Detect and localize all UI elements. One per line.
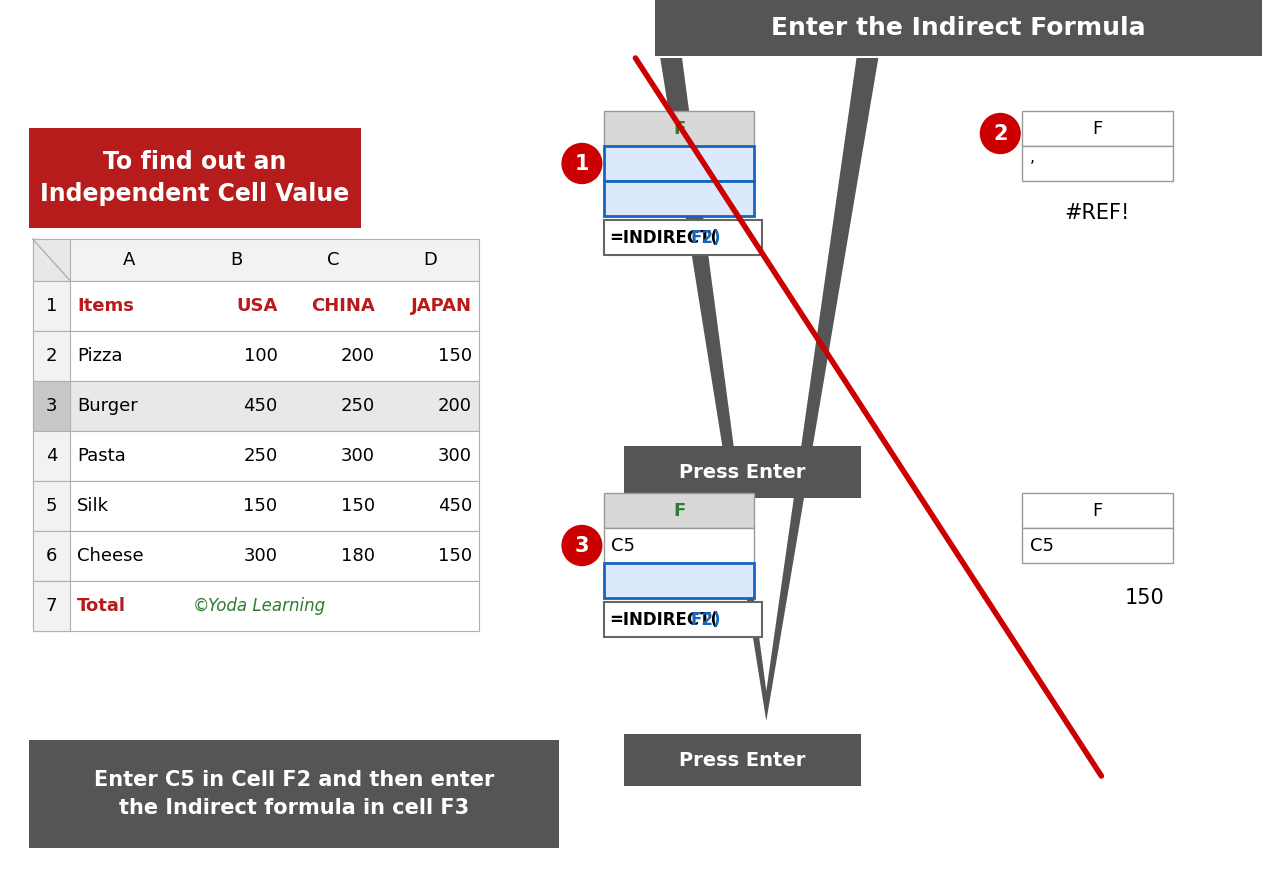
Text: Press Enter: Press Enter bbox=[679, 462, 805, 481]
Text: Items: Items bbox=[77, 297, 134, 315]
Bar bbox=[29, 128, 361, 228]
Bar bbox=[33, 381, 71, 431]
Bar bbox=[603, 493, 755, 528]
Bar bbox=[623, 446, 862, 498]
Bar bbox=[1022, 493, 1172, 528]
Text: ©: © bbox=[192, 597, 208, 615]
Bar bbox=[1022, 528, 1172, 563]
Text: 2: 2 bbox=[45, 347, 57, 365]
Text: F: F bbox=[1093, 502, 1103, 520]
Bar bbox=[29, 740, 559, 848]
Text: 5: 5 bbox=[45, 497, 57, 515]
Circle shape bbox=[562, 143, 602, 184]
Bar bbox=[33, 281, 478, 331]
Text: F: F bbox=[1093, 119, 1103, 137]
Text: F2): F2) bbox=[692, 610, 722, 628]
Text: 200: 200 bbox=[438, 397, 472, 415]
Text: 300: 300 bbox=[244, 547, 278, 565]
Bar bbox=[655, 0, 1262, 56]
Text: #REF!: #REF! bbox=[1065, 203, 1129, 223]
Bar bbox=[33, 531, 478, 581]
Text: Cheese: Cheese bbox=[77, 547, 144, 565]
Text: Pasta: Pasta bbox=[77, 447, 126, 465]
Text: Enter C5 in Cell F2 and then enter
the Indirect formula in cell F3: Enter C5 in Cell F2 and then enter the I… bbox=[93, 770, 495, 818]
Bar bbox=[33, 431, 71, 481]
Text: =INDIRECT(: =INDIRECT( bbox=[610, 610, 718, 628]
Bar bbox=[33, 239, 478, 281]
Text: 3: 3 bbox=[574, 536, 589, 556]
Text: 150: 150 bbox=[341, 497, 375, 515]
Bar bbox=[623, 734, 862, 786]
Bar bbox=[603, 602, 762, 637]
Text: 7: 7 bbox=[45, 597, 57, 615]
Text: 150: 150 bbox=[438, 347, 472, 365]
Text: 150: 150 bbox=[244, 497, 278, 515]
Bar bbox=[603, 220, 762, 255]
Text: 150: 150 bbox=[438, 547, 472, 565]
Text: 200: 200 bbox=[341, 347, 375, 365]
Bar bbox=[1022, 146, 1172, 181]
Text: Press Enter: Press Enter bbox=[679, 751, 805, 770]
Text: C5: C5 bbox=[611, 537, 635, 555]
Text: USA: USA bbox=[236, 297, 278, 315]
Bar bbox=[33, 239, 71, 281]
Text: C5: C5 bbox=[1030, 537, 1054, 555]
Text: F: F bbox=[673, 502, 685, 520]
Text: JAPAN: JAPAN bbox=[411, 297, 472, 315]
Bar bbox=[33, 331, 478, 381]
Text: To find out an
Independent Cell Value: To find out an Independent Cell Value bbox=[40, 151, 350, 206]
Text: 1: 1 bbox=[45, 297, 57, 315]
Text: Pizza: Pizza bbox=[77, 347, 122, 365]
Bar bbox=[1022, 111, 1172, 146]
Bar bbox=[33, 431, 478, 481]
Text: 4: 4 bbox=[45, 447, 57, 465]
Text: Burger: Burger bbox=[77, 397, 138, 415]
Bar bbox=[603, 146, 755, 181]
Text: F2): F2) bbox=[692, 228, 722, 246]
Text: CHINA: CHINA bbox=[310, 297, 375, 315]
Bar bbox=[603, 528, 755, 563]
Text: 1: 1 bbox=[574, 153, 589, 174]
Text: 250: 250 bbox=[244, 447, 278, 465]
Polygon shape bbox=[660, 58, 878, 721]
Text: 100: 100 bbox=[244, 347, 278, 365]
Bar bbox=[33, 481, 71, 531]
Text: ’: ’ bbox=[1030, 160, 1035, 175]
Text: Silk: Silk bbox=[77, 497, 110, 515]
Text: C: C bbox=[327, 251, 339, 269]
Text: 300: 300 bbox=[438, 447, 472, 465]
Bar bbox=[33, 581, 71, 631]
Text: 180: 180 bbox=[341, 547, 375, 565]
Text: 2: 2 bbox=[993, 124, 1007, 143]
Text: F: F bbox=[673, 119, 685, 137]
Text: 450: 450 bbox=[244, 397, 278, 415]
Text: Total: Total bbox=[77, 597, 126, 615]
Bar bbox=[33, 331, 71, 381]
Text: B: B bbox=[230, 251, 242, 269]
Bar bbox=[33, 531, 71, 581]
Text: Yoda Learning: Yoda Learning bbox=[208, 597, 326, 615]
Bar bbox=[33, 581, 478, 631]
Text: 450: 450 bbox=[438, 497, 472, 515]
Bar bbox=[33, 281, 71, 331]
Bar bbox=[603, 181, 755, 216]
Text: =INDIRECT(: =INDIRECT( bbox=[610, 228, 718, 246]
Text: 150: 150 bbox=[1126, 588, 1165, 608]
Bar bbox=[33, 481, 478, 531]
Text: 6: 6 bbox=[45, 547, 57, 565]
Bar bbox=[603, 111, 755, 146]
Bar bbox=[603, 563, 755, 598]
Circle shape bbox=[562, 525, 602, 565]
Text: 250: 250 bbox=[341, 397, 375, 415]
Text: D: D bbox=[423, 251, 437, 269]
Text: 3: 3 bbox=[45, 397, 57, 415]
Bar bbox=[33, 381, 478, 431]
Circle shape bbox=[981, 114, 1020, 153]
Text: Enter the Indirect Formula: Enter the Indirect Formula bbox=[771, 16, 1146, 40]
Text: 300: 300 bbox=[341, 447, 375, 465]
Text: A: A bbox=[122, 251, 135, 269]
